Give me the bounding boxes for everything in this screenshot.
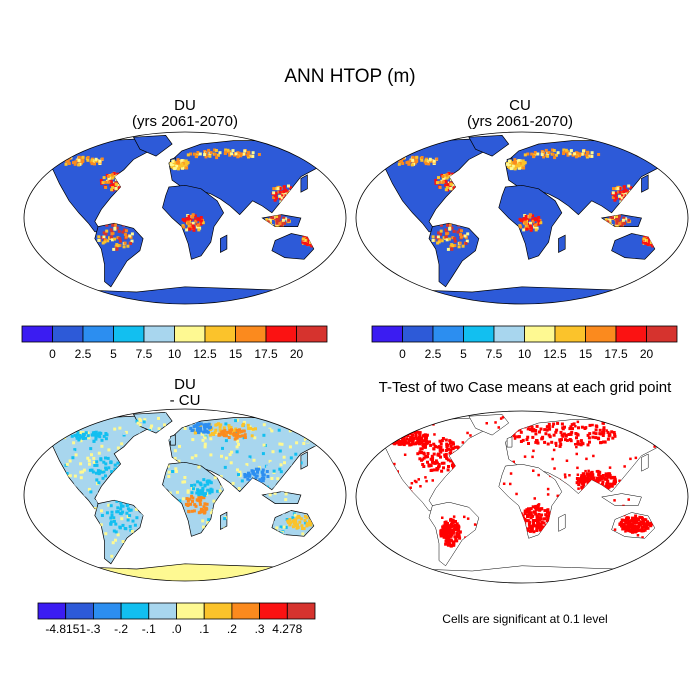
figure-title: ANN HTOP (m) [284,66,416,87]
cu-colorbar-swatch [463,325,495,343]
land-greenland [132,135,173,157]
du-colorbar-tick-label: 15 [228,347,243,361]
colorbar-absolute-du [21,325,328,343]
panel-cu-title-line2: (yrs 2061-2070) [467,113,573,130]
land-madagascar [558,234,566,253]
cu-colorbar-tick-label: 5 [460,347,467,361]
diff-colorbar-tick-label: -.1 [141,622,156,636]
diff-colorbar-swatch [148,602,177,620]
diff-colorbar-swatch [120,602,150,620]
land-maritime-asia [261,491,302,504]
map-frame [355,131,689,305]
du-colorbar-swatch [82,325,114,343]
cu-colorbar-swatch [615,325,647,343]
cu-colorbar-tick-label: 20 [639,347,654,361]
land-greenland [468,135,510,157]
map-diff [23,408,347,582]
cu-colorbar-tick-label: 12.5 [543,347,567,361]
diff-colorbar-tick-label: -.3 [86,622,101,636]
diff-colorbar-swatch [203,602,233,620]
land-madagascar [558,513,566,532]
du-colorbar-tick-label: 2.5 [74,347,92,361]
land-japan [641,174,649,193]
du-colorbar-tick-label: 10 [167,347,182,361]
du-colorbar-tick-label: 12.5 [193,347,217,361]
diff-colorbar-tick-label: .3 [254,622,265,636]
map-frame [355,410,689,584]
cu-colorbar-tick-label: 0 [399,347,406,361]
du-colorbar-swatch [174,325,206,343]
map-du [23,131,347,305]
panel-cu-title: CU (yrs 2061-2070) [355,98,685,130]
colorbar-difference [37,602,316,620]
diff-colorbar-swatch [259,602,288,620]
land-madagascar [220,234,228,253]
land-eurasia [505,419,669,494]
du-colorbar-tick-label: 20 [289,347,304,361]
du-colorbar-swatch [113,325,145,343]
cu-colorbar-swatch [524,325,556,343]
du-colorbar-swatch [143,325,175,343]
diff-colorbar-swatch [65,602,94,620]
land-eurasia [168,140,328,216]
land-eurasia [168,417,328,493]
map-ttest [355,410,689,584]
cu-colorbar-swatch [432,325,464,343]
land-madagascar [220,511,228,530]
diff-colorbar-swatch [176,602,205,620]
du-colorbar-swatch [52,325,84,343]
diff-colorbar-tick-label: 4.278 [272,622,303,636]
map-cu [355,131,689,305]
land-japan [300,174,308,193]
cu-colorbar-swatch [646,325,678,343]
du-colorbar-swatch [204,325,236,343]
diff-colorbar-tick-label: .0 [171,622,182,636]
diff-colorbar-swatch [286,602,316,620]
land-uk [506,436,513,448]
cu-colorbar-tick-label: 2.5 [424,347,442,361]
diff-colorbar-swatch [37,602,67,620]
land-japan [641,453,649,472]
map-frame [23,131,347,305]
map-frame [23,408,347,582]
du-colorbar-swatch [235,325,267,343]
panel-ttest-title: T-Test of two Case means at each grid po… [355,380,695,396]
du-colorbar-swatch [265,325,297,343]
panel-cu-title-line1: CU [509,97,531,114]
land-maritime-asia [601,493,642,506]
panel-du-title: DU (yrs 2061-2070) [25,98,345,130]
du-colorbar-tick-label: 7.5 [135,347,153,361]
land-japan [300,451,308,470]
cu-colorbar-tick-label: 10 [517,347,532,361]
diff-colorbar-tick-label: .1 [199,622,210,636]
cu-colorbar-swatch [493,325,525,343]
cu-colorbar-tick-label: 15 [578,347,593,361]
du-colorbar-tick-label: 5 [110,347,117,361]
cu-colorbar-swatch [585,325,617,343]
panel-diff-title: DU - CU [25,377,345,409]
du-colorbar-swatch [21,325,53,343]
cu-colorbar-swatch [402,325,434,343]
panel-diff-title-line1: DU [174,376,196,393]
cu-colorbar-swatch [554,325,586,343]
cu-colorbar-tick-label: 17.5 [604,347,628,361]
cu-colorbar-swatch [371,325,403,343]
panel-ttest-title-line1: T-Test of two Case means at each grid po… [378,379,672,396]
panel-diff-title-line2: - CU [169,392,201,409]
du-colorbar-tick-label: 17.5 [254,347,278,361]
cu-colorbar-tick-label: 7.5 [485,347,503,361]
diff-colorbar-swatch [231,602,260,620]
colorbar-absolute-cu [371,325,678,343]
panel-du-title-line2: (yrs 2061-2070) [132,113,238,130]
diff-colorbar-swatch [93,602,122,620]
land-greenland [468,414,510,436]
du-colorbar-tick-label: 0 [49,347,56,361]
du-colorbar-swatch [296,325,328,343]
diff-colorbar-tick-label: -.2 [114,622,129,636]
diff-colorbar-tick-label: .2 [226,622,237,636]
ttest-note: Cells are significant at 0.1 level [442,612,608,626]
diff-colorbar-tick-label: -4.8151 [45,622,87,636]
panel-du-title-line1: DU [174,97,196,114]
